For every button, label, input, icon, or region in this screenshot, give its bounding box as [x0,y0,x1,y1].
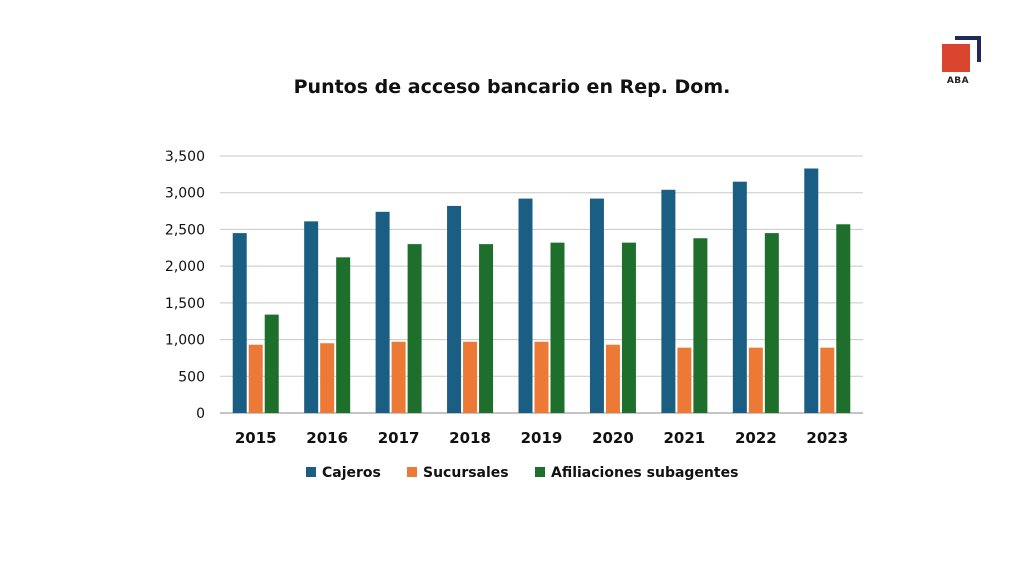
bar-cajeros [447,205,462,413]
x-tick-label: 2023 [806,429,848,447]
bar-afiliaciones-subagentes [407,244,422,413]
bar-afiliaciones-subagentes [621,242,636,413]
legend-label: Afiliaciones subagentes [551,465,738,481]
x-tick-label: 2018 [449,429,491,447]
bar-sucursales [605,344,620,413]
bar-sucursales [534,341,549,413]
aba-logo: ABA [940,36,984,88]
x-tick-label: 2019 [521,429,563,447]
bar-afiliaciones-subagentes [693,238,708,413]
bar-cajeros [518,198,533,413]
bar-afiliaciones-subagentes [764,233,779,413]
bar-cajeros [804,168,819,413]
bar-sucursales [320,343,335,413]
x-tick-label: 2021 [664,429,706,447]
x-tick-label: 2022 [735,429,777,447]
y-tick-label: 0 [196,406,205,422]
x-tick-label: 2020 [592,429,634,447]
bar-cajeros [232,233,247,413]
x-tick-label: 2017 [378,429,420,447]
y-tick-label: 1,000 [165,333,205,349]
bar-afiliaciones-subagentes [479,244,494,413]
bar-cajeros [589,198,604,413]
bar-afiliaciones-subagentes [836,224,851,413]
y-tick-label: 3,000 [165,186,205,202]
y-tick-label: 1,500 [165,296,205,312]
x-tick-label: 2015 [235,429,277,447]
y-tick-label: 3,500 [165,149,205,165]
bar-cajeros [661,189,676,413]
bar-sucursales [248,344,263,413]
y-tick-label: 2,500 [165,222,205,238]
legend-label: Cajeros [322,465,381,481]
logo-square-shape [942,44,970,72]
y-tick-label: 2,000 [165,259,205,275]
legend-swatch [535,467,545,477]
logo-frame-shape [955,36,981,62]
bar-sucursales [677,347,692,413]
bar-afiliaciones-subagentes [264,314,279,413]
bar-cajeros [375,211,390,413]
bar-cajeros [304,221,319,413]
bar-afiliaciones-subagentes [336,257,351,413]
bar-afiliaciones-subagentes [550,242,565,413]
bar-sucursales [463,341,478,413]
bar-cajeros [732,181,747,413]
logo-text: ABA [946,76,970,86]
chart-title: Puntos de acceso bancario en Rep. Dom. [293,76,731,98]
bar-sucursales [748,347,763,413]
x-tick-label: 2016 [306,429,348,447]
y-tick-label: 500 [178,369,205,385]
bar-sucursales [391,341,406,413]
legend-swatch [306,467,316,477]
bar-sucursales [820,347,835,413]
legend-label: Sucursales [423,465,509,481]
legend-swatch [407,467,417,477]
